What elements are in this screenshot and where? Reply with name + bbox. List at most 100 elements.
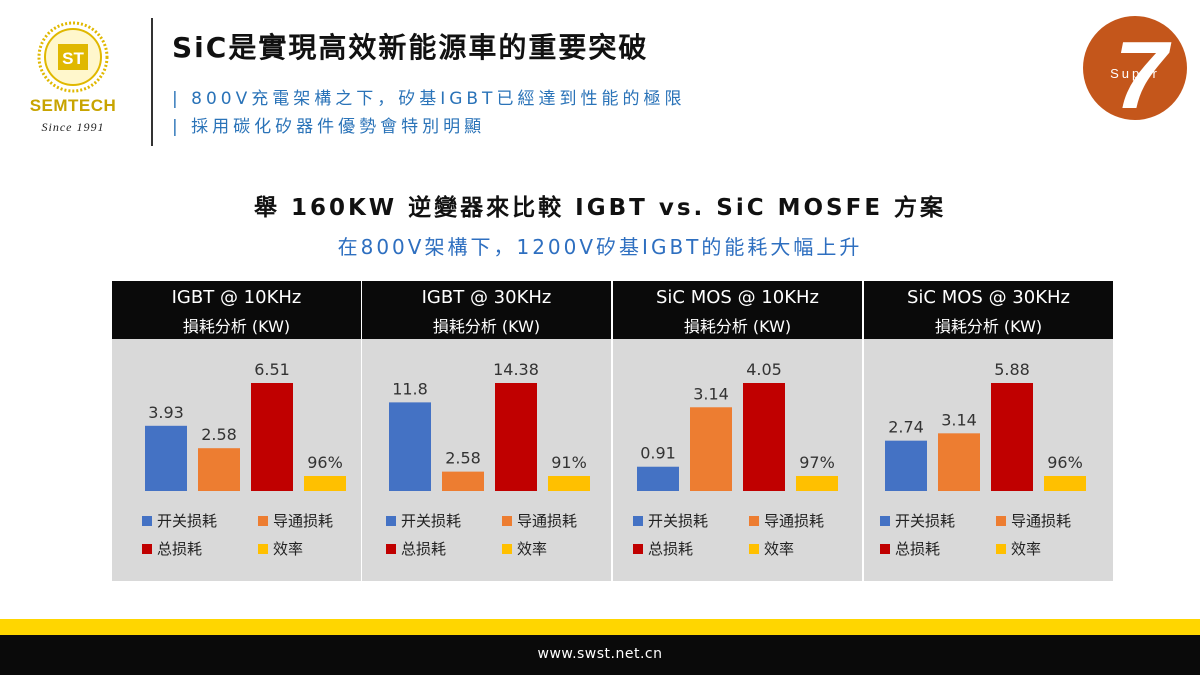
legend-swatch	[258, 516, 268, 526]
subtitle-1: | 800V充電架構之下，矽基IGBT已經達到性能的極限	[172, 89, 686, 109]
label-efficiency: 97%	[799, 453, 835, 472]
legend-swatch	[386, 516, 396, 526]
panel-subtitle: 損耗分析 (KW)	[934, 317, 1043, 336]
logo-brand: SEMTECH	[29, 96, 117, 115]
legend-switching: 开关损耗	[386, 511, 461, 531]
panel-header: SiC MOS @ 10KHz 損耗分析 (KW)	[613, 281, 862, 339]
label-switching-loss: 11.8	[392, 379, 428, 398]
panel-header: IGBT @ 30KHz 損耗分析 (KW)	[362, 281, 611, 339]
legend-conduction: 导通损耗	[996, 511, 1071, 531]
legend-label: 开关损耗	[648, 512, 709, 530]
bar-switching-loss	[885, 440, 927, 491]
label-conduction-loss: 2.58	[445, 449, 481, 468]
legend-label: 总损耗	[648, 540, 694, 558]
legend-total: 总损耗	[142, 539, 202, 559]
legend-total: 总损耗	[386, 539, 446, 559]
panel-igbt-30khz: IGBT @ 30KHz 損耗分析 (KW) 11.8 2.58 14.38 91% …	[362, 281, 611, 581]
semtech-logo: ST SEMTECH Since 1991	[18, 20, 128, 140]
chart-panels: IGBT @ 10KHz 損耗分析 (KW) 3.93 2.58 6.51 96% 开…	[112, 281, 1113, 581]
label-total-loss: 4.05	[746, 360, 782, 379]
panel-subtitle: 損耗分析 (KW)	[432, 317, 541, 336]
label-efficiency: 96%	[307, 453, 343, 472]
label-switching-loss: 0.91	[640, 444, 676, 463]
bar-switching-loss	[637, 466, 679, 491]
bar-conduction-loss	[938, 433, 980, 491]
legend-swatch	[996, 516, 1006, 526]
legend-label: 总损耗	[157, 540, 203, 558]
legend-switching: 开关损耗	[633, 511, 708, 531]
semtech-seal-icon: ST	[37, 21, 109, 93]
bar-efficiency	[796, 476, 838, 491]
panel-chart: 11.8 2.58 14.38 91% 开关损耗 导通损耗 总损耗 效率	[362, 339, 611, 581]
legend-total: 总损耗	[880, 539, 940, 559]
bar-chart: 2.74 3.14 5.88 96%	[885, 360, 1086, 491]
legend-swatch	[996, 544, 1006, 554]
legend-label: 总损耗	[895, 540, 941, 558]
label-efficiency: 96%	[1047, 453, 1083, 472]
footer: www.swst.net.cn	[0, 635, 1200, 675]
legend-swatch	[880, 544, 890, 554]
panel-title: IGBT @ 10KHz	[171, 287, 302, 308]
bar-efficiency	[304, 476, 346, 491]
legend-switching: 开关损耗	[880, 511, 955, 531]
label-conduction-loss: 3.14	[693, 384, 729, 403]
header-divider	[151, 18, 153, 146]
legend-label: 开关损耗	[895, 512, 956, 530]
bar-switching-loss	[145, 425, 187, 491]
comparison-headline: 舉 160KW 逆變器來比較 IGBT vs. SiC MOSFE 方案	[253, 195, 947, 221]
legend-label: 效率	[517, 540, 548, 558]
label-total-loss: 6.51	[254, 360, 290, 379]
legend-swatch	[386, 544, 396, 554]
legend-label: 导通损耗	[273, 512, 334, 530]
bar-efficiency	[548, 476, 590, 491]
panel-chart: 3.93 2.58 6.51 96% 开关损耗 导通损耗 总损耗 效率	[112, 339, 361, 581]
bar-chart: 3.93 2.58 6.51 96%	[145, 360, 346, 491]
legend-swatch	[633, 544, 643, 554]
panel-title: IGBT @ 30KHz	[421, 287, 552, 308]
legend-label: 导通损耗	[1011, 512, 1072, 530]
legend-swatch	[633, 516, 643, 526]
legend-swatch	[880, 516, 890, 526]
legend-label: 总损耗	[401, 540, 447, 558]
bar-total-loss	[991, 383, 1033, 491]
panel-sic-30khz: SiC MOS @ 30KHz 損耗分析 (KW) 2.74 3.14 5.88 96…	[864, 281, 1113, 581]
bar-total-loss	[251, 383, 293, 491]
label-total-loss: 5.88	[994, 360, 1030, 379]
subtitle-2: | 採用碳化矽器件優勢會特別明顯	[172, 117, 486, 137]
footer-url[interactable]: www.swst.net.cn	[537, 646, 663, 662]
label-efficiency: 91%	[551, 453, 587, 472]
logo-since: Since 1991	[41, 120, 105, 134]
panel-chart: 2.74 3.14 5.88 96% 开关损耗 导通损耗 总损耗 效率	[864, 339, 1113, 581]
legend-swatch	[142, 516, 152, 526]
panel-igbt-10khz: IGBT @ 10KHz 損耗分析 (KW) 3.93 2.58 6.51 96% 开…	[112, 281, 361, 581]
legend-swatch	[749, 544, 759, 554]
panel-header: IGBT @ 10KHz 損耗分析 (KW)	[112, 281, 361, 339]
legend-label: 导通损耗	[517, 512, 578, 530]
label-conduction-loss: 2.58	[201, 425, 237, 444]
legend-label: 开关损耗	[157, 512, 218, 530]
legend-label: 效率	[764, 540, 795, 558]
bar-switching-loss	[389, 402, 431, 491]
super-7-badge-icon: 7 Super	[1083, 16, 1187, 120]
bar-total-loss	[743, 383, 785, 491]
bar-chart: 11.8 2.58 14.38 91%	[389, 360, 590, 491]
panel-sic-10khz: SiC MOS @ 10KHz 損耗分析 (KW) 0.91 3.14 4.05 97…	[613, 281, 862, 581]
legend-efficiency: 效率	[258, 539, 303, 559]
bar-chart: 0.91 3.14 4.05 97%	[637, 360, 838, 491]
logo-mark-text: ST	[62, 49, 84, 68]
panel-title: SiC MOS @ 10KHz	[656, 287, 819, 308]
panel-subtitle: 損耗分析 (KW)	[182, 317, 291, 336]
legend-swatch	[258, 544, 268, 554]
legend-swatch	[502, 516, 512, 526]
comparison-subheadline: 在800V架構下，1200V矽基IGBT的能耗大幅上升	[337, 235, 863, 259]
bar-efficiency	[1044, 476, 1086, 491]
badge-number: 7	[1114, 22, 1172, 120]
label-switching-loss: 2.74	[888, 418, 924, 437]
panel-chart: 0.91 3.14 4.05 97% 开关损耗 导通损耗 总损耗 效率	[613, 339, 862, 581]
page-title: SiC是實現高效新能源車的重要突破	[172, 31, 649, 64]
label-conduction-loss: 3.14	[941, 410, 977, 429]
legend-swatch	[502, 544, 512, 554]
panel-header: SiC MOS @ 30KHz 損耗分析 (KW)	[864, 281, 1113, 339]
bar-conduction-loss	[690, 407, 732, 491]
legend-conduction: 导通损耗	[502, 511, 577, 531]
